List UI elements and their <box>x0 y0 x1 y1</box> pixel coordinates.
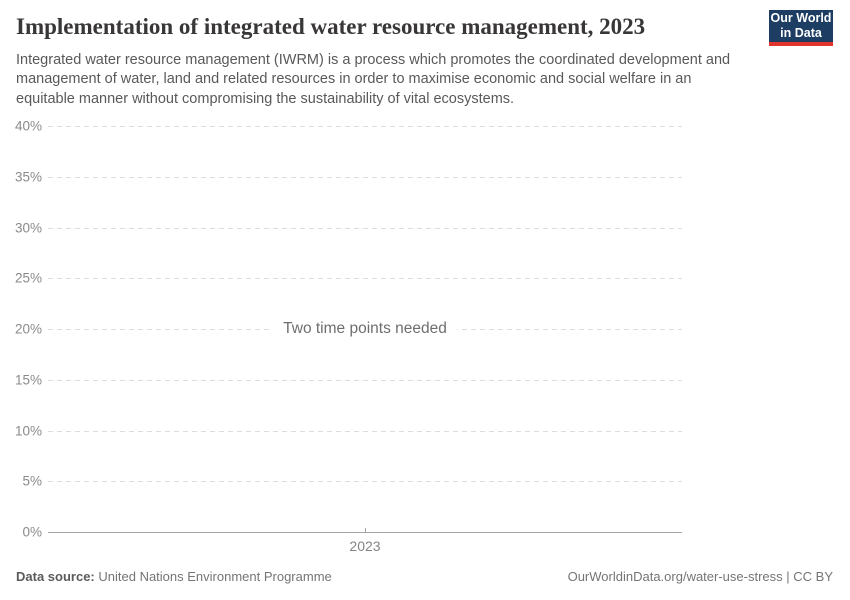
gridline <box>48 227 682 229</box>
y-tick-label: 5% <box>22 473 42 489</box>
gridline <box>48 481 682 483</box>
y-tick-label: 40% <box>14 118 42 134</box>
gridline <box>48 430 682 432</box>
y-tick-label: 25% <box>14 270 42 286</box>
gridline <box>48 379 682 381</box>
y-tick-label: 35% <box>14 169 42 185</box>
plot-area: Two time points needed <box>48 126 682 533</box>
owid-logo[interactable]: Our World in Data <box>769 10 833 46</box>
gridline <box>48 176 682 178</box>
x-axis-tick-label: 2023 <box>349 538 381 554</box>
y-axis: 0% 5% 10% 15% 20% 25% 30% 35% 40% <box>0 119 42 540</box>
data-source-value: United Nations Environment Programme <box>98 569 332 584</box>
y-tick-label: 15% <box>14 372 42 388</box>
owid-logo-line1: Our World <box>770 11 832 25</box>
x-axis-line <box>48 532 682 533</box>
attribution: OurWorldinData.org/water-use-stress | CC… <box>568 569 833 584</box>
data-source: Data source: United Nations Environment … <box>16 569 332 584</box>
no-data-message: Two time points needed <box>273 318 457 340</box>
y-tick-label: 0% <box>22 524 42 540</box>
owid-logo-line2: in Data <box>780 26 822 40</box>
page-title: Implementation of integrated water resou… <box>16 14 646 39</box>
gridline <box>48 126 682 127</box>
y-tick-label: 10% <box>14 423 42 438</box>
x-axis-tick <box>365 528 366 532</box>
gridline <box>48 278 682 280</box>
attribution-link[interactable]: OurWorldinData.org/water-use-stress <box>567 569 783 584</box>
chart-subtitle: Integrated water resource management (IW… <box>16 52 731 107</box>
data-source-label: Data source: <box>16 569 95 584</box>
y-tick-label: 30% <box>14 220 42 235</box>
y-tick-label: 20% <box>14 321 42 337</box>
chart-footer: Data source: United Nations Environment … <box>16 569 833 584</box>
attribution-license: | CC BY <box>786 569 833 584</box>
